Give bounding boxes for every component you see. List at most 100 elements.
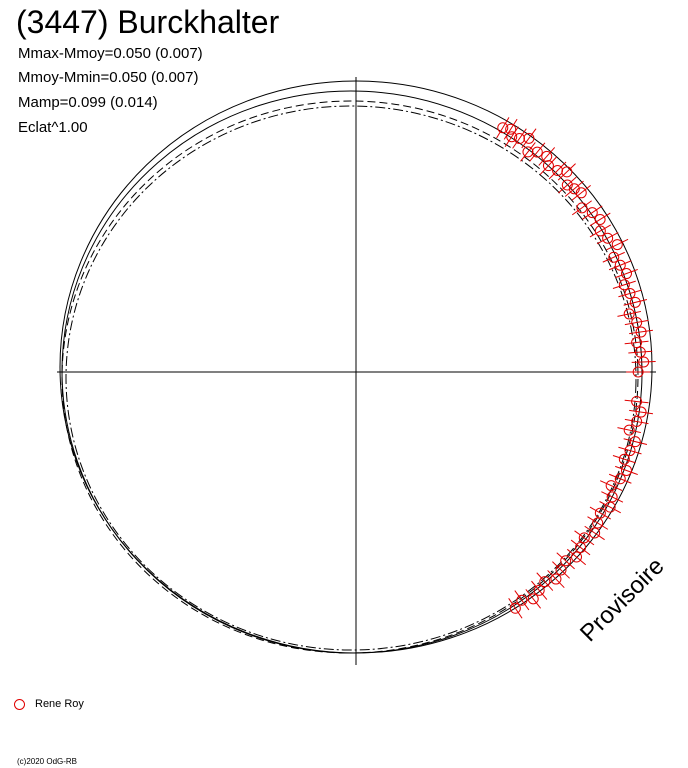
model-curve-dashed — [61, 100, 639, 654]
stat-mamp: Mamp=0.099 (0.014) — [18, 94, 158, 111]
data-point — [522, 146, 534, 158]
error-bar — [557, 163, 576, 181]
error-bar — [566, 548, 587, 566]
data-point — [505, 123, 517, 135]
data-point — [523, 132, 535, 144]
error-bar — [615, 268, 638, 279]
data-point — [594, 213, 606, 225]
data-point — [623, 424, 635, 436]
data-point — [631, 337, 643, 349]
error-bar — [618, 289, 642, 298]
data-point — [606, 491, 618, 503]
data-point — [631, 395, 643, 407]
error-bar — [618, 446, 642, 455]
error-bar — [589, 224, 611, 238]
data-point — [533, 584, 545, 596]
error-bar — [589, 506, 611, 520]
error-bar — [548, 161, 567, 180]
data-point — [623, 308, 635, 320]
error-bar — [584, 525, 605, 541]
error-bar — [520, 142, 536, 162]
data-point — [531, 146, 543, 158]
data-point — [631, 317, 643, 329]
error-bar — [556, 552, 575, 570]
data-point — [624, 445, 636, 457]
data-point — [527, 593, 539, 605]
error-bar — [589, 212, 611, 227]
error-bar — [624, 319, 649, 326]
error-bar — [624, 340, 649, 345]
data-point — [594, 225, 606, 237]
error-bar — [624, 418, 649, 425]
error-bar — [514, 590, 530, 611]
data-point — [631, 415, 643, 427]
data-point — [618, 453, 630, 465]
error-bar — [631, 361, 656, 363]
data-point — [634, 346, 646, 358]
error-bar — [571, 200, 592, 216]
data-point — [624, 287, 636, 299]
data-point — [602, 232, 614, 244]
error-bar — [531, 580, 548, 600]
data-point — [516, 594, 528, 606]
error-bar — [570, 539, 591, 556]
legend-label: Rene Roy — [35, 698, 84, 710]
data-point — [561, 179, 573, 191]
error-bar — [601, 491, 624, 503]
error-bar — [599, 480, 623, 491]
model-curve-dash-dot — [65, 105, 637, 651]
data-point — [561, 166, 573, 178]
data-point — [513, 133, 525, 145]
data-point — [571, 551, 583, 563]
error-bar — [571, 184, 591, 201]
error-bar — [496, 117, 510, 139]
error-bar — [564, 180, 584, 197]
data-point — [589, 527, 601, 539]
error-bar — [612, 280, 636, 289]
error-bar — [596, 232, 619, 245]
error-bar — [612, 455, 636, 464]
stat-mmax-mmoy: Mmax-Mmoy=0.050 (0.007) — [18, 45, 203, 62]
data-point — [605, 480, 617, 492]
observation-points — [496, 117, 656, 619]
error-bar — [587, 516, 609, 530]
error-bar — [623, 438, 648, 446]
error-bar — [617, 427, 642, 434]
data-point — [611, 239, 623, 251]
error-bar — [525, 589, 542, 609]
legend-circle-icon — [14, 698, 25, 710]
error-bar — [512, 128, 527, 149]
data-point — [635, 406, 647, 418]
error-bar — [582, 205, 603, 220]
error-bar — [552, 561, 570, 579]
data-point — [586, 207, 598, 219]
error-bar — [617, 310, 642, 317]
stat-mmoy-mmin: Mmoy-Mmin=0.050 (0.007) — [18, 69, 199, 86]
data-point — [560, 555, 572, 567]
error-bar — [539, 156, 557, 175]
error-bar — [557, 176, 577, 194]
data-point — [632, 366, 644, 378]
chart-title: (3447) Burckhalter — [16, 4, 280, 40]
data-point — [620, 464, 632, 476]
data-point — [578, 532, 590, 544]
data-point — [576, 202, 588, 214]
data-point — [618, 279, 630, 291]
data-point — [604, 501, 616, 513]
stat-eclat: Eclat^1.00 — [18, 119, 88, 136]
error-bar — [615, 465, 638, 476]
error-bar — [624, 399, 649, 404]
data-point — [629, 436, 641, 448]
data-point — [506, 131, 518, 143]
error-bar — [629, 329, 654, 335]
data-point — [542, 160, 554, 172]
data-point — [629, 296, 641, 308]
error-bar — [623, 298, 648, 306]
data-point — [638, 356, 650, 368]
error-bar — [504, 126, 519, 148]
data-point — [539, 576, 551, 588]
data-point — [592, 517, 604, 529]
data-point — [614, 473, 626, 485]
data-point — [594, 507, 606, 519]
data-point — [635, 326, 647, 338]
